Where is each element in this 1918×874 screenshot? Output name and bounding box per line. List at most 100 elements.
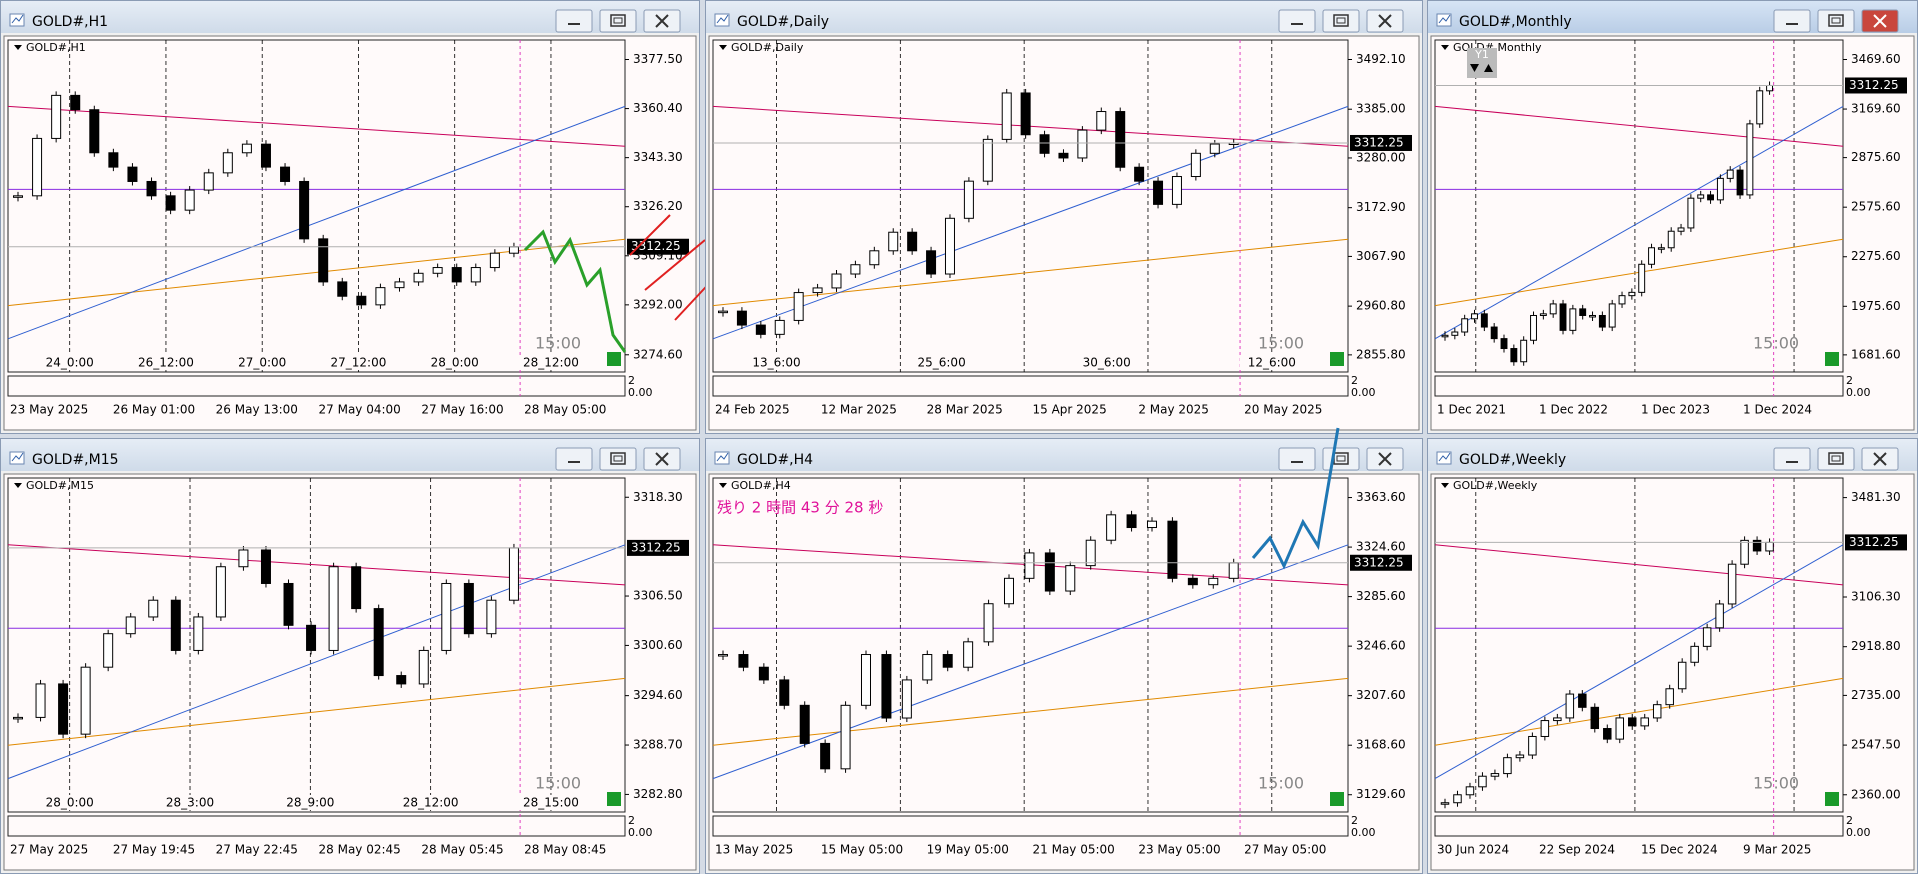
candle xyxy=(1461,318,1469,333)
sub-label: 2 xyxy=(628,374,635,387)
minimize-button[interactable] xyxy=(555,9,593,33)
maximize-icon-inner xyxy=(613,455,623,462)
candle xyxy=(738,654,749,668)
close-icon xyxy=(655,452,669,466)
candle xyxy=(486,599,497,635)
candle xyxy=(1085,539,1096,567)
candle xyxy=(1707,194,1714,201)
y-tick-label: 3481.30 xyxy=(1851,490,1901,504)
candle xyxy=(983,603,994,643)
y-tick-label: 3363.60 xyxy=(1356,490,1406,504)
minimize-button[interactable] xyxy=(1773,9,1811,33)
candle xyxy=(1020,92,1031,136)
candle xyxy=(1528,735,1537,756)
sub-label: 2 xyxy=(1351,814,1358,827)
date-label: 15 Dec 2024 xyxy=(1641,843,1718,857)
candle xyxy=(831,273,842,289)
candle xyxy=(1648,247,1655,265)
maximize-button[interactable] xyxy=(1322,447,1360,471)
candle xyxy=(1465,786,1475,796)
candle xyxy=(32,137,43,197)
y-tick-label: 2735.00 xyxy=(1851,688,1901,702)
minimize-button[interactable] xyxy=(1278,447,1316,471)
status-indicator xyxy=(1825,792,1839,806)
countdown: 15:00 xyxy=(1753,774,1799,793)
candle xyxy=(1441,334,1449,338)
date-label: 26 May 13:00 xyxy=(216,403,298,417)
candle xyxy=(1690,645,1699,663)
candle xyxy=(774,319,785,335)
trend-line xyxy=(1434,544,1844,586)
candle xyxy=(13,195,23,198)
y-tick-label: 3469.60 xyxy=(1851,52,1901,66)
price-tag xyxy=(627,539,689,556)
date-label: 9 Mar 2025 xyxy=(1743,843,1811,857)
candle xyxy=(1126,514,1137,529)
sub-pane xyxy=(7,815,626,837)
candle xyxy=(1752,539,1762,552)
window-icon xyxy=(1436,13,1452,27)
date-label: 28 Mar 2025 xyxy=(927,403,1003,417)
candle xyxy=(1500,338,1508,350)
countdown: 15:00 xyxy=(535,774,581,793)
chart-label: GOLD#,M15 xyxy=(26,479,94,492)
chart-window: GOLD#,Daily 3492.10 3385.00 3280.00 3172.90 3… xyxy=(705,0,1423,434)
minimize-button[interactable] xyxy=(1773,447,1811,471)
sub-label: 2 xyxy=(628,814,635,827)
candle xyxy=(718,654,728,657)
candle xyxy=(441,582,452,651)
maximize-button[interactable] xyxy=(1817,9,1855,33)
candle xyxy=(1727,563,1737,605)
chart-menu-arrow xyxy=(14,45,22,50)
sub-label: 0.00 xyxy=(1846,386,1871,399)
candle xyxy=(869,250,880,266)
candle xyxy=(1453,794,1462,804)
y-tick-label: 3106.30 xyxy=(1851,589,1901,603)
main-pane xyxy=(7,477,626,813)
chart-window: GOLD#,Weekly 3481.30 3106.30 2918.80 2735.00… xyxy=(1427,438,1918,874)
candle xyxy=(1615,717,1625,740)
time-label: 30_6:00 xyxy=(1083,356,1131,370)
candle xyxy=(470,267,481,283)
candle xyxy=(215,566,226,618)
window-icon xyxy=(9,13,25,27)
y-tick-label: 2918.80 xyxy=(1851,639,1901,653)
candle xyxy=(1187,577,1198,586)
chart-window: GOLD#,M15 3318.30 3306.50 3300.60 3294.60 328… xyxy=(0,438,700,874)
candle xyxy=(184,189,195,211)
maximize-button[interactable] xyxy=(599,9,637,33)
window-title: GOLD#,Monthly xyxy=(1459,14,1572,30)
y-tick-label: 3306.50 xyxy=(633,589,683,603)
projection-zigzag xyxy=(1251,427,1340,570)
y-tick-label: 2275.60 xyxy=(1851,249,1901,263)
maximize-button[interactable] xyxy=(599,447,637,471)
window-title: GOLD#,M15 xyxy=(32,452,119,468)
minimize-button[interactable] xyxy=(1278,9,1316,33)
candle xyxy=(318,238,329,283)
price-tag xyxy=(1845,77,1907,94)
candle xyxy=(1598,314,1606,328)
window-title: GOLD#,H1 xyxy=(32,14,108,30)
candle xyxy=(508,547,519,601)
minimize-button[interactable] xyxy=(555,447,593,471)
maximize-icon-inner xyxy=(1336,455,1346,462)
candle xyxy=(1146,520,1157,529)
time-label-bg xyxy=(326,355,391,370)
candle xyxy=(375,287,386,306)
y-tick-label: 3207.60 xyxy=(1356,688,1406,702)
window-icon-line xyxy=(1438,452,1451,462)
projection-zigzag xyxy=(523,229,627,353)
candle xyxy=(1190,152,1201,178)
y-tick-label: 3246.60 xyxy=(1356,639,1406,653)
candle xyxy=(51,94,62,139)
date-label: 12 Mar 2025 xyxy=(821,403,897,417)
maximize-button[interactable] xyxy=(1817,447,1855,471)
date-label: 30 Jun 2024 xyxy=(1437,843,1509,857)
y-tick-label: 3300.60 xyxy=(633,638,683,652)
candle xyxy=(1520,339,1528,363)
maximize-button[interactable] xyxy=(1322,9,1360,33)
candle xyxy=(1530,314,1537,341)
period-button[interactable] xyxy=(1467,48,1497,78)
date-label: 23 May 2025 xyxy=(10,403,88,417)
